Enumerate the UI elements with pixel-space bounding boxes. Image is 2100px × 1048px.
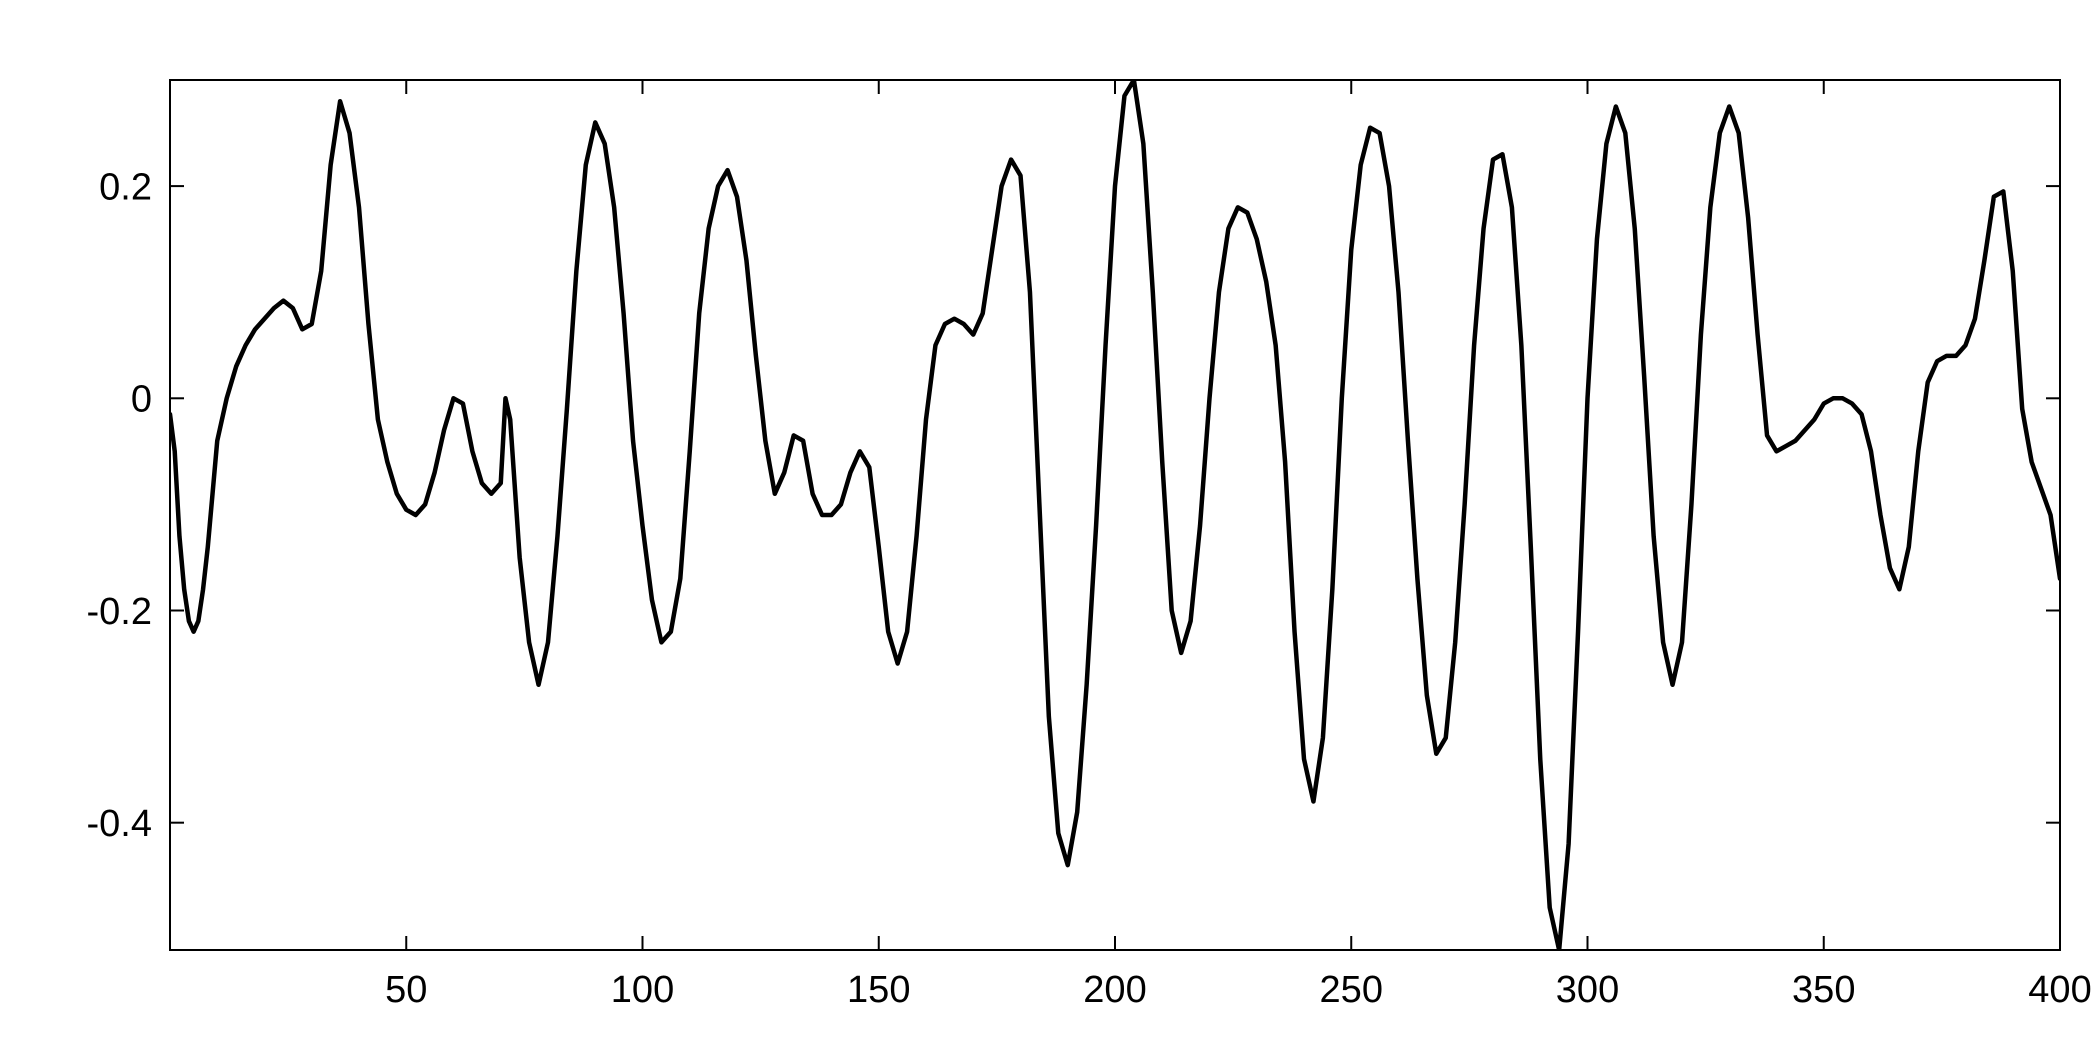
svg-text:-0.2: -0.2 [87, 591, 152, 633]
svg-text:0.2: 0.2 [99, 166, 152, 208]
svg-text:400: 400 [2028, 969, 2091, 1011]
chart-container: Sample 4G Vocoder output 501001502002503… [0, 0, 2100, 1048]
svg-text:300: 300 [1556, 969, 1619, 1011]
svg-text:150: 150 [847, 969, 910, 1011]
svg-text:-0.4: -0.4 [87, 803, 152, 845]
svg-text:50: 50 [385, 969, 427, 1011]
chart-svg: 50 100 150 200 250 300 350 400 -0.4 -0.2 0 0.2 [0, 0, 2100, 1048]
svg-text:0: 0 [131, 379, 152, 421]
svg-text:100: 100 [611, 969, 674, 1011]
svg-text:350: 350 [1792, 969, 1855, 1011]
svg-text:200: 200 [1083, 969, 1146, 1011]
svg-text:250: 250 [1320, 969, 1383, 1011]
